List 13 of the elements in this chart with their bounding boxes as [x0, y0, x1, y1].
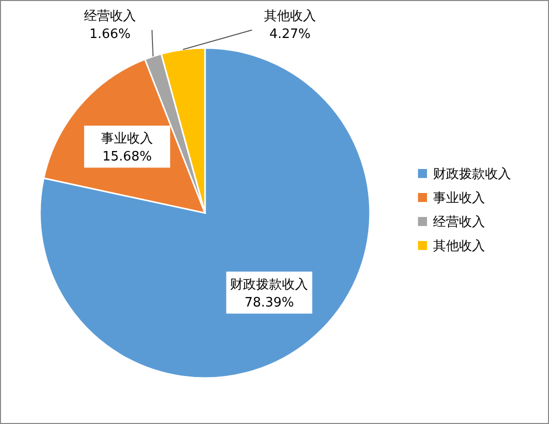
data-label: 15.68%: [102, 150, 152, 165]
data-label: 1.66%: [89, 27, 131, 42]
slice-label: 经营收入: [84, 9, 136, 24]
legend-label: 经营收入: [433, 215, 485, 230]
slice-label: 事业收入: [101, 132, 154, 147]
pie-slice: [39, 47, 371, 379]
legend-label: 事业收入: [433, 191, 485, 206]
legend-label: 财政拨款收入: [433, 167, 511, 182]
slice-label: 财政拨款收入: [230, 278, 308, 293]
data-label: 4.27%: [269, 27, 311, 42]
legend-label: 其他收入: [433, 239, 485, 254]
slice-label: 其他收入: [264, 9, 316, 24]
data-label: 78.39%: [244, 296, 294, 311]
